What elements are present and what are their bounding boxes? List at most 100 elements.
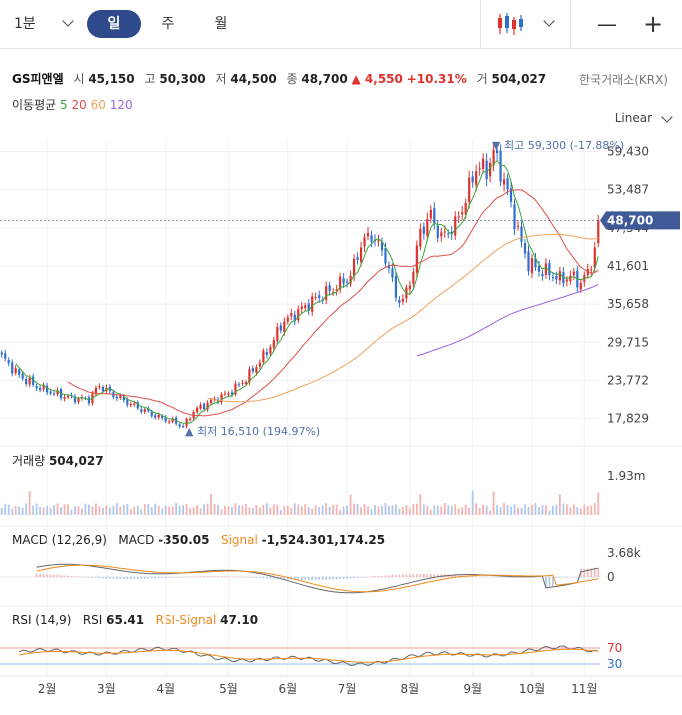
volume-bar bbox=[269, 507, 272, 515]
candle-body bbox=[593, 247, 596, 268]
x-tick-label: 5월 bbox=[219, 682, 238, 696]
volume-bar bbox=[196, 505, 198, 515]
chart-type-button[interactable] bbox=[492, 10, 562, 38]
candle-body bbox=[506, 178, 509, 190]
tab-day[interactable]: 일 bbox=[87, 10, 141, 38]
macd-histogram-bar bbox=[391, 575, 394, 577]
volume-bar bbox=[206, 503, 209, 515]
volume-bar bbox=[524, 504, 526, 515]
volume-bar bbox=[398, 509, 401, 515]
macd-histogram-bar bbox=[307, 577, 310, 581]
volume-bar bbox=[555, 504, 558, 515]
macd-panel-label: MACD (12,26,9) MACD -350.05 Signal -1,52… bbox=[12, 533, 386, 547]
candle-body bbox=[422, 226, 425, 234]
volume-bar bbox=[224, 505, 226, 515]
volume-bar bbox=[32, 505, 35, 515]
tab-month[interactable]: 월 bbox=[214, 16, 228, 32]
volume-bar bbox=[4, 503, 7, 515]
volume-bar bbox=[569, 507, 572, 515]
macd-histogram-bar bbox=[304, 577, 307, 581]
candle-body bbox=[147, 408, 150, 411]
candle-body bbox=[119, 395, 122, 399]
macd-histogram-bar bbox=[95, 577, 97, 578]
macd-histogram-bar bbox=[586, 568, 589, 577]
volume-bar bbox=[541, 505, 544, 515]
volume-bar bbox=[164, 505, 167, 515]
volume-bar bbox=[454, 504, 457, 515]
candle-body bbox=[241, 382, 244, 384]
volume-bar bbox=[154, 503, 157, 515]
volume-bar bbox=[408, 508, 411, 515]
candle-body bbox=[311, 296, 314, 312]
volume-bar bbox=[429, 509, 432, 515]
volume-bar bbox=[576, 507, 579, 515]
volume-bar bbox=[18, 506, 21, 515]
candle-body bbox=[345, 281, 349, 283]
volume-bar bbox=[143, 503, 146, 515]
macd-histogram-bar bbox=[130, 577, 132, 579]
volume-bar bbox=[503, 503, 505, 515]
macd-histogram-bar bbox=[475, 576, 477, 577]
volume-bar bbox=[210, 493, 212, 515]
macd-histogram-bar bbox=[147, 577, 150, 579]
candle-body bbox=[21, 373, 24, 379]
macd-histogram-bar bbox=[363, 577, 366, 578]
macd-histogram-bar bbox=[84, 577, 87, 578]
volume-bar bbox=[419, 493, 422, 515]
volume-bar bbox=[74, 506, 76, 515]
candle-body bbox=[258, 362, 261, 367]
candle-body bbox=[0, 352, 3, 355]
volume-bar bbox=[388, 506, 390, 515]
high-annotation: ▼ 최고 59,300 (-17.88%) bbox=[492, 139, 624, 152]
candle-body bbox=[32, 376, 35, 385]
candle-body bbox=[499, 150, 502, 182]
volume-bar bbox=[168, 506, 171, 515]
macd-histogram-bar bbox=[510, 577, 512, 578]
macd-histogram-bar bbox=[91, 577, 94, 578]
candle-body bbox=[513, 204, 516, 230]
macd-histogram-bar bbox=[485, 576, 488, 578]
current-price-tag bbox=[600, 211, 680, 230]
candle-body bbox=[286, 317, 289, 322]
macd-histogram-bar bbox=[105, 577, 108, 579]
macd-histogram-bar bbox=[286, 577, 289, 580]
candle-body bbox=[482, 158, 485, 169]
macd-histogram-bar bbox=[136, 577, 139, 579]
candle-body bbox=[572, 271, 575, 276]
exchange-label: 한국거래소(KRX) bbox=[579, 73, 668, 87]
candle-body bbox=[182, 426, 185, 428]
macd-histogram-bar bbox=[496, 577, 498, 578]
macd-histogram-bar bbox=[74, 576, 76, 577]
macd-histogram-bar bbox=[119, 577, 122, 579]
macd-histogram-bar bbox=[143, 577, 146, 579]
low-price: 44,500 bbox=[230, 72, 277, 86]
candle-body bbox=[7, 360, 10, 364]
volume-bar bbox=[7, 504, 10, 515]
volume-bar bbox=[91, 506, 94, 515]
scale-mode-dropdown[interactable]: Linear bbox=[615, 111, 673, 125]
zoom-out-button[interactable]: — bbox=[597, 12, 617, 36]
interval-dropdown[interactable]: 1분 bbox=[14, 10, 74, 38]
rsi-value: 65.41 bbox=[106, 613, 145, 627]
high-price: 50,300 bbox=[159, 72, 206, 86]
macd-histogram-bar bbox=[583, 568, 586, 577]
macd-histogram-bar bbox=[534, 577, 537, 578]
macd-histogram-bar bbox=[168, 577, 170, 578]
volume-bar bbox=[39, 506, 42, 515]
zoom-in-button[interactable]: + bbox=[642, 10, 664, 38]
candle-body bbox=[220, 394, 223, 403]
volume-bar bbox=[60, 507, 62, 515]
x-tick-label: 4월 bbox=[156, 682, 175, 696]
macd-histogram-bar bbox=[245, 577, 247, 578]
macd-histogram-bar bbox=[409, 574, 411, 577]
volume-bar bbox=[49, 508, 52, 515]
candle-body bbox=[461, 212, 464, 215]
candle-body bbox=[35, 385, 38, 389]
tab-week[interactable]: 주 bbox=[161, 16, 175, 32]
candle-body bbox=[251, 368, 255, 372]
candle-body bbox=[140, 409, 143, 412]
volume-bar bbox=[290, 507, 293, 515]
x-tick-label: 10월 bbox=[519, 682, 545, 696]
macd-axis-tick: 3.68k bbox=[607, 546, 641, 560]
